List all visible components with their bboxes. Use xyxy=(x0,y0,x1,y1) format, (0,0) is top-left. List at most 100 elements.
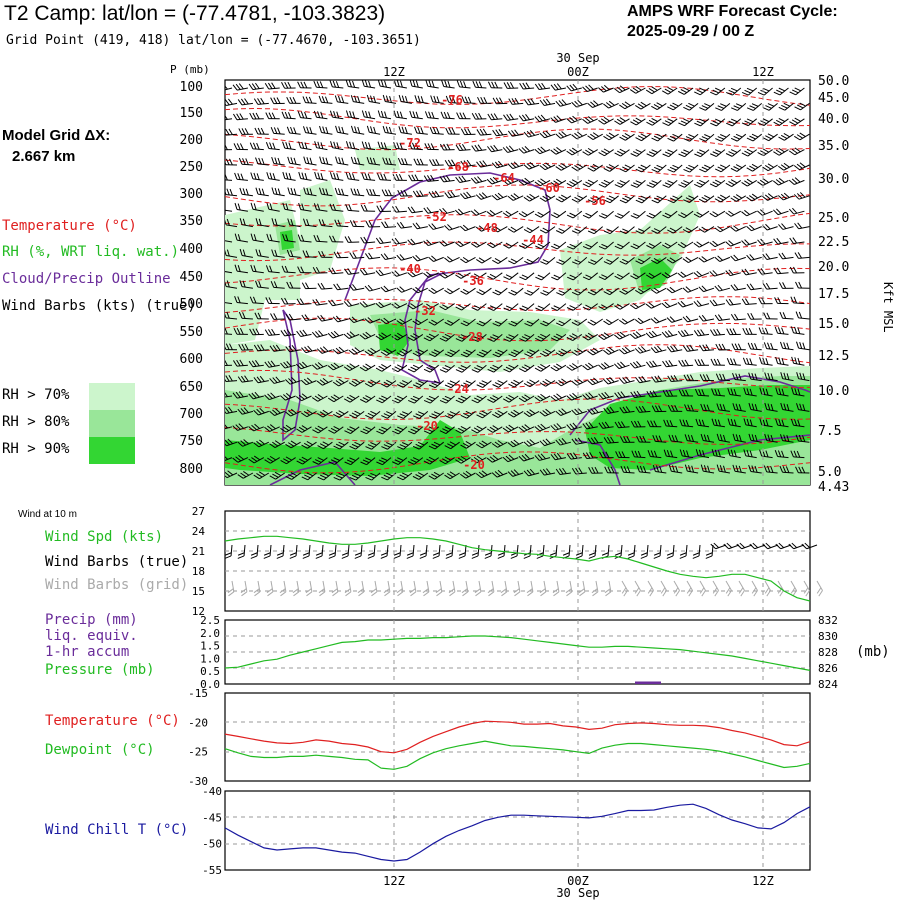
temp-contour-7 xyxy=(225,267,810,291)
forecast-cycle-value: 2025-09-29 / 00 Z xyxy=(627,23,755,40)
wind-barb-724 xyxy=(555,378,572,387)
pressure-line xyxy=(224,635,811,671)
wind-barb-209 xyxy=(603,164,619,172)
wind-barb-701 xyxy=(775,356,789,366)
wind-barb-682 xyxy=(471,364,487,373)
wind-barb-820 xyxy=(312,425,328,434)
wind-barb-457 xyxy=(423,271,439,278)
wind-barb-110 xyxy=(789,117,805,126)
wc-tick--45: -45 xyxy=(202,811,222,824)
wind-barb-310 xyxy=(439,207,455,215)
wind-barb-832 xyxy=(502,424,519,433)
wind-barb-918 xyxy=(695,449,710,459)
wind-y-ticks: 27 24 21 18 15 12 xyxy=(192,505,206,618)
sfc-barb-true-42 xyxy=(762,542,779,550)
wind-barb-242 xyxy=(534,178,551,187)
wind-barb-20 xyxy=(534,82,551,91)
wind-barb-637 xyxy=(348,347,365,355)
legend-pressure: Pressure (mb) xyxy=(45,662,155,678)
wind-barb-508 xyxy=(650,287,667,294)
pressure-tick-700: 700 xyxy=(180,407,203,422)
windchill-panel: -40 -45 -50 -55 12Z 00Z 12Z 30 Sep xyxy=(202,785,811,900)
sfc-barb-grid-27 xyxy=(578,580,586,597)
wind-barb-925 xyxy=(225,470,238,479)
wind-barb-921 xyxy=(743,449,757,459)
wind-barb-482 xyxy=(239,280,253,289)
wind-barb-547 xyxy=(677,300,694,308)
wind-barb-290 xyxy=(714,194,731,203)
wind-barb-855 xyxy=(285,440,301,449)
legend-wind-barbs: Wind Barbs (kts) (true) xyxy=(2,298,196,314)
wind-barb-440 xyxy=(746,254,762,261)
wind-barb-158 xyxy=(377,141,392,151)
wind-barb-804 xyxy=(651,405,667,413)
wind-barb-60 xyxy=(587,100,603,108)
wind-barb-557 xyxy=(254,312,269,320)
sfc-barb-grid-8 xyxy=(331,580,339,597)
wind-barb-619 xyxy=(645,330,662,339)
wind-barb-295 xyxy=(793,192,810,200)
sfc-barb-true-33 xyxy=(653,544,662,559)
wind-barb-797 xyxy=(539,408,556,417)
temp-panel-gridlines xyxy=(225,693,810,781)
temp-contour-11 xyxy=(225,369,810,391)
wind-barb-957 xyxy=(732,464,746,474)
wind-barb-638 xyxy=(364,347,381,356)
wind-barb-741 xyxy=(232,391,248,399)
bottom-time-ticks: 12Z 00Z 12Z xyxy=(383,874,774,888)
wind-barb-853 xyxy=(253,439,270,448)
wind-barb-593 xyxy=(233,327,248,335)
sfc-barb-true-40 xyxy=(736,542,753,550)
wind-barb-846 xyxy=(727,418,741,428)
kft-tick-9: 15.0 xyxy=(818,317,849,332)
wind-barb-798 xyxy=(555,408,572,416)
wind-barb-527 xyxy=(359,301,376,308)
wind-barb-571 xyxy=(476,318,492,327)
bottom-time-tick-0: 12Z xyxy=(383,874,405,888)
wind-barb-282 xyxy=(587,195,604,204)
wind-barb-792 xyxy=(460,410,476,419)
kft-tick-3: 35.0 xyxy=(818,139,849,154)
wind-barb-218 xyxy=(746,163,762,172)
wind-barb-371 xyxy=(234,233,248,243)
kft-ticks: 50.0 45.0 40.0 35.0 30.0 25.0 22.5 20.0 17.5 15.0… xyxy=(818,74,849,495)
wind-barb-616 xyxy=(598,332,614,341)
wind-barb-118 xyxy=(335,125,349,135)
wind-barb-424 xyxy=(492,256,508,264)
wind-barb-642 xyxy=(428,349,445,358)
temp-contour-6 xyxy=(225,241,810,262)
wind-barb-657 xyxy=(666,345,683,353)
wind-barb-413 xyxy=(318,250,333,258)
wind-barb-813 xyxy=(796,403,810,412)
wind-barb-504 xyxy=(587,287,604,296)
wind-barb-403 xyxy=(741,239,757,246)
wind-barb-165 xyxy=(487,144,503,153)
wind-barb-800 xyxy=(587,407,603,415)
wind-barb-671 xyxy=(295,361,312,370)
wind-barb-629 xyxy=(225,343,238,351)
wind-barb-890 xyxy=(248,455,265,464)
sfc-barb-grid-5 xyxy=(292,580,300,597)
wind-barb-456 xyxy=(407,270,423,278)
pressure-tick-200: 200 xyxy=(180,133,203,148)
wind-barb-347 xyxy=(444,224,460,231)
wind-barb-681 xyxy=(455,364,471,373)
wind-barb-192 xyxy=(335,156,349,166)
wind-barb-858 xyxy=(333,441,349,450)
wind-barb-389 xyxy=(519,241,535,249)
wind-barb-777 xyxy=(225,406,238,414)
sfc-barb-true-41 xyxy=(749,542,766,550)
wind-barb-535 xyxy=(487,303,503,311)
wind-barb-668 xyxy=(248,360,264,368)
wind-barb-809 xyxy=(732,403,746,412)
wind-barb-802 xyxy=(619,406,635,414)
wind-barb-826 xyxy=(408,426,424,435)
wind-barb-113 xyxy=(254,127,269,135)
wind-barb-736 xyxy=(748,372,762,382)
wind-barb-774 xyxy=(759,387,773,397)
wind-barb-350 xyxy=(491,226,508,233)
wind-barb-445 xyxy=(234,264,248,274)
temp-tick--30: -30 xyxy=(188,775,208,788)
wind-barb-38 xyxy=(237,98,253,106)
pressure-tick-400: 400 xyxy=(180,242,203,257)
